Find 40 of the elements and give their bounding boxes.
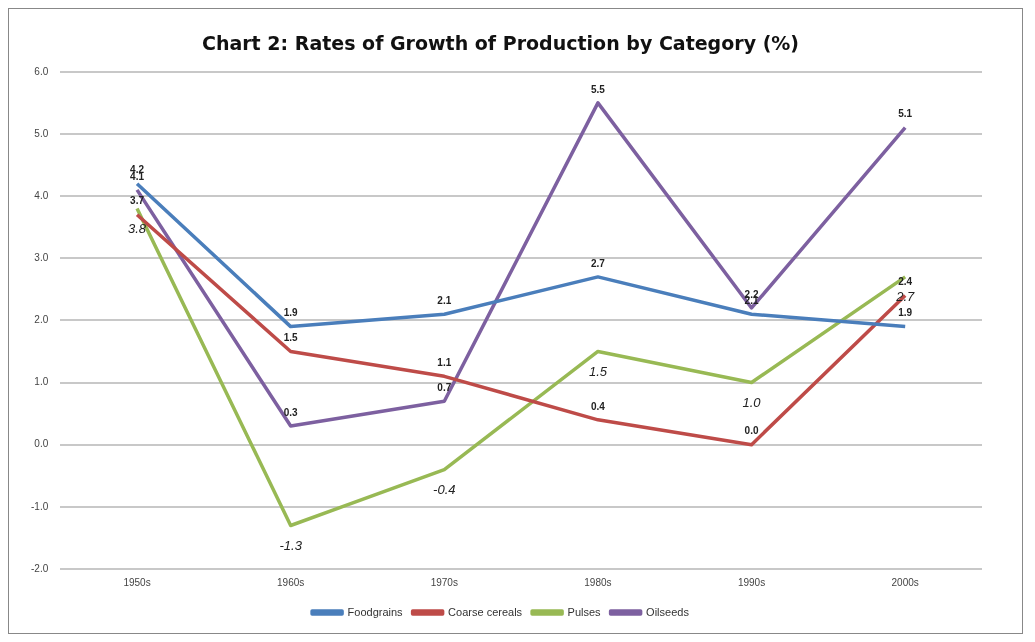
y-tick-label: 0.0	[34, 438, 49, 450]
data-label: 1.9	[283, 307, 299, 319]
y-tick-label: -2.0	[31, 562, 49, 574]
data-label: -1.3	[279, 537, 303, 553]
data-label: 5.5	[590, 83, 606, 95]
data-label: -0.4	[433, 481, 456, 497]
x-tick-label: 1990s	[737, 576, 766, 588]
data-label: 5.1	[898, 108, 913, 120]
legend-label: Coarse cereals	[448, 605, 523, 618]
data-label: 0.4	[590, 400, 606, 412]
data-label: 3.8	[128, 220, 147, 236]
y-tick-label: 4.0	[34, 189, 49, 201]
legend-label: Foodgrains	[347, 605, 404, 618]
y-tick-label: -1.0	[31, 500, 49, 512]
x-tick-label: 1980s	[584, 576, 612, 588]
legend-label: Oilseeds	[646, 605, 690, 618]
data-label: 0.0	[744, 425, 759, 437]
chart-title: Chart 2: Rates of Growth of Production by Category (%)	[201, 32, 800, 55]
data-label: 3.7	[130, 195, 145, 207]
x-tick-label: 1970s	[430, 576, 458, 588]
y-tick-label: 2.0	[34, 314, 49, 326]
data-label: 2.7	[895, 289, 915, 304]
data-label: 1.1	[437, 357, 452, 369]
data-label: 2.1	[437, 294, 452, 306]
legend-label: Pulses	[567, 605, 602, 618]
data-label: 0.7	[437, 381, 452, 393]
y-tick-label: 1.0	[34, 376, 49, 388]
data-label: 1.0	[742, 394, 762, 410]
x-tick-label: 1950s	[123, 576, 151, 588]
data-label: 1.5	[588, 363, 608, 379]
y-tick-label: 6.0	[34, 65, 49, 77]
y-tick-label: 3.0	[34, 252, 49, 263]
data-label: 1.9	[898, 307, 913, 319]
data-label: 1.5	[283, 332, 299, 344]
x-tick-label: 1960s	[277, 576, 305, 588]
x-tick-label: 2000s	[891, 576, 919, 588]
y-tick-label: 5.0	[34, 127, 49, 139]
data-label: 2.4	[898, 276, 913, 288]
data-label: 2.7	[590, 257, 606, 269]
data-label: 0.3	[283, 406, 299, 418]
